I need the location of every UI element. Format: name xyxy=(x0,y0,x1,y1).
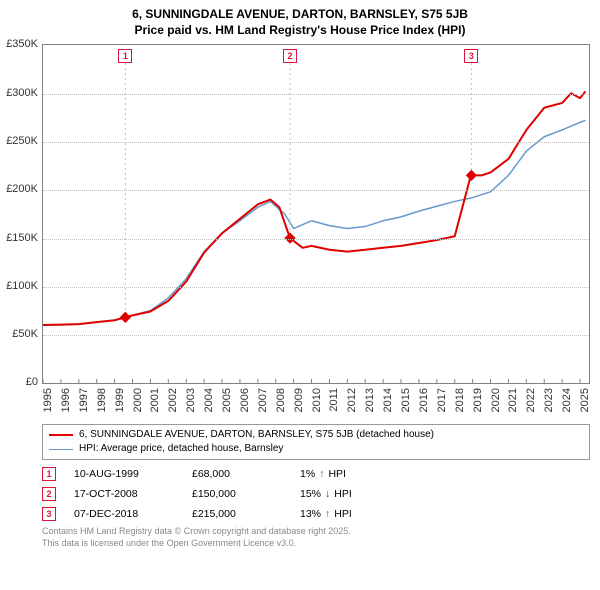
chart-svg xyxy=(43,45,589,383)
x-axis: 1995 1996 1997 1998 1999 2000 2001 2002 2003 2004… xyxy=(42,384,590,418)
sale-diff-suffix: HPI xyxy=(328,468,346,480)
sale-price: £215,000 xyxy=(192,508,282,520)
x-tick-label: 2019 xyxy=(472,388,484,412)
x-tick-label: 2003 xyxy=(185,388,197,412)
sale-marker-box: 2 xyxy=(283,49,297,63)
legend-label-hpi: HPI: Average price, detached house, Barn… xyxy=(79,442,283,456)
x-tick-label: 2012 xyxy=(346,388,358,412)
sale-row-marker: 2 xyxy=(42,487,56,501)
y-tick-label: £150K xyxy=(6,232,38,244)
x-tick-label: 2002 xyxy=(167,388,179,412)
x-tick-label: 2016 xyxy=(418,388,430,412)
x-tick-label: 2013 xyxy=(364,388,376,412)
legend-row-hpi: HPI: Average price, detached house, Barn… xyxy=(49,442,583,456)
x-tick-label: 2006 xyxy=(239,388,251,412)
x-tick-label: 2025 xyxy=(579,388,591,412)
sale-date: 10-AUG-1999 xyxy=(74,468,174,480)
y-tick-label: £50K xyxy=(12,328,38,340)
x-tick-label: 2014 xyxy=(382,388,394,412)
sales-row: 1 10-AUG-1999 £68,000 1% ↑ HPI xyxy=(42,464,590,484)
plot-wrap: 1 2 3 1995 1996 1997 1998 1999 2000 2001 2002 2003… xyxy=(0,44,600,418)
legend-row-price: 6, SUNNINGDALE AVENUE, DARTON, BARNSLEY,… xyxy=(49,428,583,442)
x-tick-label: 1996 xyxy=(60,388,72,412)
x-tick-label: 2011 xyxy=(328,388,340,412)
y-gridline xyxy=(43,239,589,240)
plot-area: 1 2 3 xyxy=(42,44,590,384)
x-tick-label: 2005 xyxy=(221,388,233,412)
legend-swatch-price xyxy=(49,434,73,436)
sale-diff-pct: 1% xyxy=(300,468,315,480)
price-chart: 6, SUNNINGDALE AVENUE, DARTON, BARNSLEY,… xyxy=(0,0,600,550)
x-tick-label: 2023 xyxy=(543,388,555,412)
footer: Contains HM Land Registry data © Crown c… xyxy=(42,526,590,549)
sale-diff-pct: 15% xyxy=(300,488,321,500)
sale-diff: 15% ↓ HPI xyxy=(300,488,352,500)
x-tick-label: 2017 xyxy=(436,388,448,412)
sales-row: 3 07-DEC-2018 £215,000 13% ↑ HPI xyxy=(42,504,590,524)
x-tick-label: 1995 xyxy=(42,388,54,412)
sale-row-marker: 3 xyxy=(42,507,56,521)
y-tick-label: £100K xyxy=(6,280,38,292)
x-tick-label: 1999 xyxy=(114,388,126,412)
sale-row-marker: 1 xyxy=(42,467,56,481)
y-tick-label: £300K xyxy=(6,87,38,99)
sale-diff-suffix: HPI xyxy=(334,488,352,500)
y-gridline xyxy=(43,190,589,191)
footer-line-1: Contains HM Land Registry data © Crown c… xyxy=(42,526,590,538)
sale-diff-pct: 13% xyxy=(300,508,321,520)
x-tick-label: 1997 xyxy=(78,388,90,412)
x-tick-label: 2024 xyxy=(561,388,573,412)
arrow-icon: ↓ xyxy=(325,488,330,500)
y-tick-label: £250K xyxy=(6,135,38,147)
x-tick-label: 2007 xyxy=(257,388,269,412)
sale-price: £150,000 xyxy=(192,488,282,500)
x-tick-label: 2018 xyxy=(454,388,466,412)
sales-row: 2 17-OCT-2008 £150,000 15% ↓ HPI xyxy=(42,484,590,504)
x-tick-label: 2010 xyxy=(311,388,323,412)
y-tick-label: £200K xyxy=(6,183,38,195)
title-line-1: 6, SUNNINGDALE AVENUE, DARTON, BARNSLEY,… xyxy=(0,6,600,22)
x-tick-label: 2000 xyxy=(132,388,144,412)
y-tick-label: £350K xyxy=(6,38,38,50)
x-tick-label: 2009 xyxy=(293,388,305,412)
x-tick-label: 2004 xyxy=(203,388,215,412)
y-gridline xyxy=(43,94,589,95)
legend: 6, SUNNINGDALE AVENUE, DARTON, BARNSLEY,… xyxy=(42,424,590,460)
y-tick-label: £0 xyxy=(26,376,38,388)
legend-swatch-hpi xyxy=(49,449,73,450)
y-gridline xyxy=(43,287,589,288)
title-line-2: Price paid vs. HM Land Registry's House … xyxy=(0,22,600,38)
sale-price: £68,000 xyxy=(192,468,282,480)
sale-marker-box: 1 xyxy=(118,49,132,63)
sale-date: 17-OCT-2008 xyxy=(74,488,174,500)
arrow-icon: ↑ xyxy=(319,468,324,480)
sales-table: 1 10-AUG-1999 £68,000 1% ↑ HPI 2 17-OCT-2008 £15… xyxy=(42,464,590,524)
sale-marker-box: 3 xyxy=(464,49,478,63)
x-tick-label: 2015 xyxy=(400,388,412,412)
sale-diff: 1% ↑ HPI xyxy=(300,468,346,480)
x-tick-label: 2020 xyxy=(490,388,502,412)
chart-title: 6, SUNNINGDALE AVENUE, DARTON, BARNSLEY,… xyxy=(0,0,600,38)
x-tick-label: 2008 xyxy=(275,388,287,412)
sale-diff: 13% ↑ HPI xyxy=(300,508,352,520)
x-tick-label: 2022 xyxy=(525,388,537,412)
x-tick-label: 2001 xyxy=(149,388,161,412)
sale-diff-suffix: HPI xyxy=(334,508,352,520)
x-tick-label: 1998 xyxy=(96,388,108,412)
sale-date: 07-DEC-2018 xyxy=(74,508,174,520)
y-gridline xyxy=(43,142,589,143)
y-gridline xyxy=(43,335,589,336)
legend-label-price: 6, SUNNINGDALE AVENUE, DARTON, BARNSLEY,… xyxy=(79,428,434,442)
x-tick-label: 2021 xyxy=(507,388,519,412)
arrow-icon: ↑ xyxy=(325,508,330,520)
footer-line-2: This data is licensed under the Open Gov… xyxy=(42,538,590,550)
